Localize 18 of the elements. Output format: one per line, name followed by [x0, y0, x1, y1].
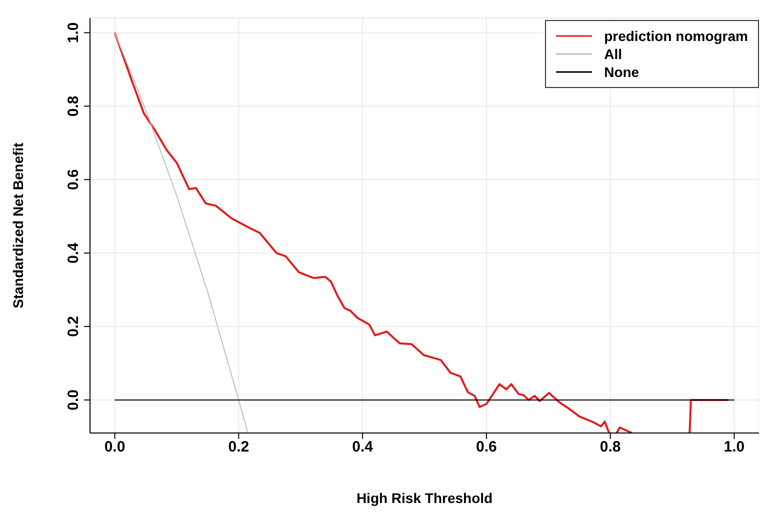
line-series: [114, 32, 248, 433]
y-axis-title: Standardized Net Benefit: [10, 142, 26, 308]
y-tick-label: 0.0: [65, 390, 82, 410]
x-tick-label: 0.8: [600, 438, 621, 456]
y-tick-label: 0.2: [65, 316, 82, 337]
x-axis-title: High Risk Threshold: [356, 490, 493, 506]
legend-label: All: [604, 46, 622, 62]
y-tick-label: 0.6: [65, 169, 82, 190]
y-tick-label: 0.8: [65, 96, 82, 117]
x-tick-label: 0.2: [228, 438, 250, 456]
x-tick-label: 0.6: [476, 438, 497, 456]
legend-label: None: [604, 64, 640, 80]
x-tick-label: 0.0: [104, 438, 126, 456]
legend-label: prediction nomogram: [604, 28, 748, 44]
y-tick-label: 0.4: [65, 242, 82, 264]
x-tick-label: 1.0: [724, 438, 745, 456]
y-tick-label: 1.0: [65, 22, 82, 44]
x-tick-label: 0.4: [352, 438, 374, 456]
